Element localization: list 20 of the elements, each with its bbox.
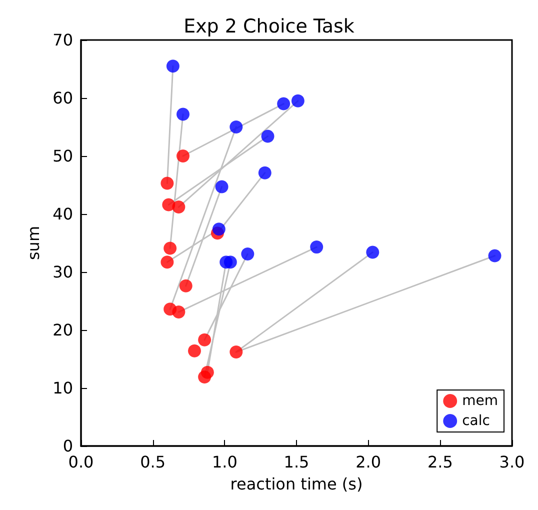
y-tick-label: 20 xyxy=(52,320,73,340)
legend-label: calc xyxy=(462,413,490,429)
x-tick-label: 2.0 xyxy=(356,452,382,472)
y-tick-label: 10 xyxy=(52,378,73,398)
chart-title: Exp 2 Choice Task xyxy=(184,16,354,38)
y-tick-label: 70 xyxy=(52,30,73,50)
y-tick-label: 50 xyxy=(52,146,73,166)
x-tick-label: 3.0 xyxy=(499,452,525,472)
y-axis-title: sum xyxy=(24,226,44,260)
y-tick-label: 60 xyxy=(52,88,73,108)
y-tick-label: 40 xyxy=(52,204,73,224)
x-tick-label: 1.0 xyxy=(212,452,238,472)
x-axis-title: reaction time (s) xyxy=(230,474,363,494)
y-tick-label: 0 xyxy=(62,436,73,456)
x-tick-label: 0.5 xyxy=(140,452,166,472)
x-tick-label: 2.5 xyxy=(427,452,453,472)
x-tick-label: 1.5 xyxy=(284,452,310,472)
x-tick-label: 0.0 xyxy=(68,452,94,472)
legend-label: mem xyxy=(462,393,498,409)
y-tick-label: 30 xyxy=(52,262,73,282)
